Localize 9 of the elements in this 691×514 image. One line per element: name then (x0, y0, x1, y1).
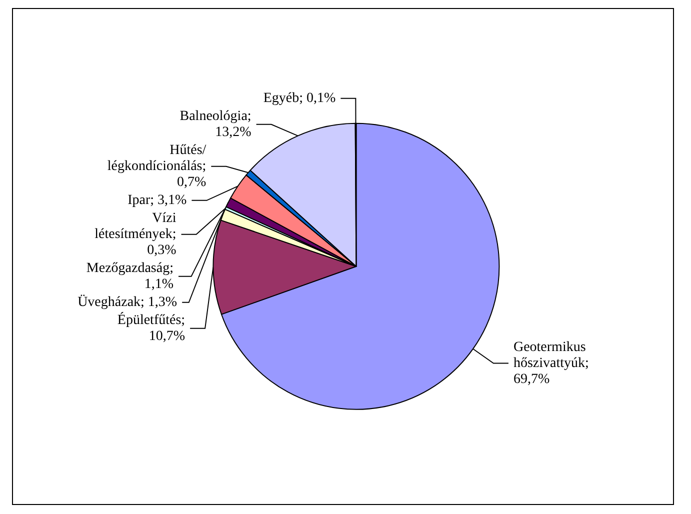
slice-label: Balneológia; 13,2% (180, 108, 252, 140)
slice-label: Üvegházak; 1,3% (78, 294, 178, 310)
slice-label: Mezőgazdaság; 1,1% (86, 260, 174, 292)
slice-label: Egyéb; 0,1% (263, 90, 336, 106)
slice-label: Geotermikus hőszivattyúk; 69,7% (513, 340, 589, 387)
slice-label: Épületfűtés; 10,7% (117, 310, 186, 344)
slice-label: Hűtés/ légkondícionálás; 0,7% (107, 142, 206, 190)
slice-label: Vízi létesítmények; 0,3% (94, 210, 177, 258)
slice-label: Ipar; 3,1% (128, 192, 188, 208)
